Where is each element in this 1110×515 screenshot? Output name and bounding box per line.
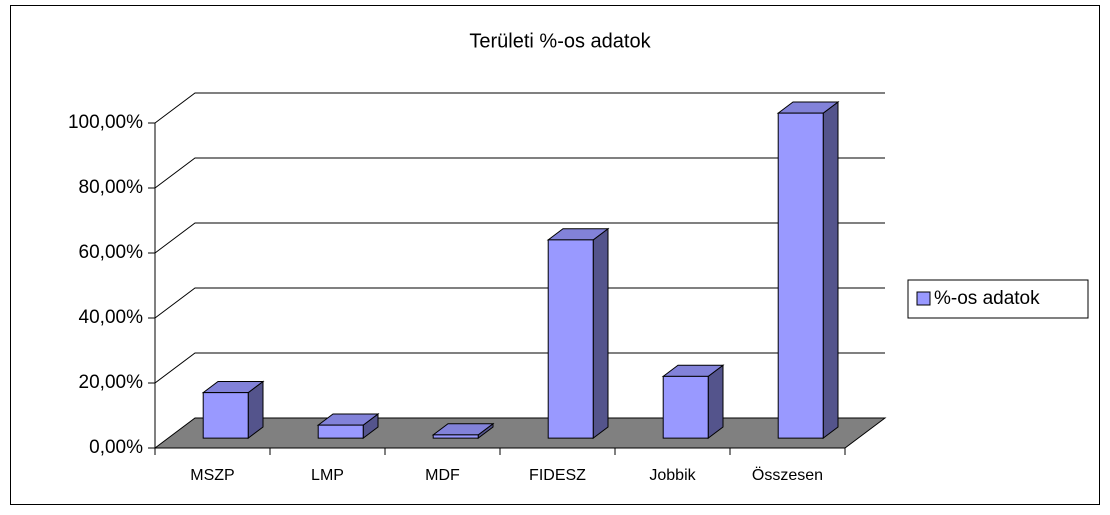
y-tick-label: 100,00% [68, 112, 143, 133]
bar [431, 422, 495, 440]
grid-line [154, 222, 885, 254]
grid-line [154, 157, 885, 189]
x-tick-label: Jobbik [649, 467, 696, 484]
bar-front [317, 424, 364, 439]
bar-front [777, 112, 824, 439]
legend-swatch [916, 291, 931, 306]
x-tick-label: FIDESZ [529, 467, 586, 484]
x-tick-label: Összesen [752, 466, 823, 484]
bar-front [662, 375, 709, 439]
grid-line [154, 92, 885, 124]
y-tick-label: 80,00% [79, 177, 144, 198]
bar [661, 364, 725, 440]
bar [201, 380, 265, 440]
legend-box [907, 279, 1089, 319]
bar-side [592, 227, 609, 440]
y-tick-label: 0,00% [89, 437, 143, 458]
y-tick-label: 40,00% [79, 307, 144, 328]
legend-label: %-os adatok [934, 288, 1040, 309]
bar [776, 100, 840, 440]
grid-line [154, 287, 885, 319]
x-tick-label: MSZP [190, 467, 234, 484]
chart-title: Területi %-os adatok [469, 30, 651, 52]
bar-front [547, 239, 594, 439]
bar-front [202, 392, 249, 439]
floor [153, 417, 887, 449]
x-tick-label: LMP [311, 467, 344, 484]
bar-side [707, 364, 724, 440]
grid-line [154, 352, 885, 384]
x-tick-label: MDF [425, 467, 460, 484]
bar [316, 412, 380, 440]
bar-side [822, 100, 839, 440]
bar [546, 227, 610, 440]
y-tick-label: 60,00% [79, 242, 144, 263]
bar-front [432, 434, 479, 439]
y-tick-label: 20,00% [79, 372, 144, 393]
